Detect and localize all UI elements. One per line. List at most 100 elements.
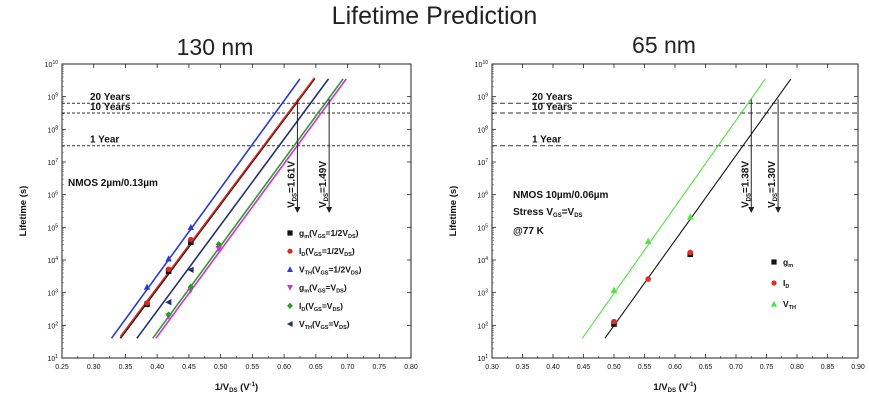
fit-line xyxy=(136,78,330,339)
lifetime-line-label: 10 Years xyxy=(532,102,573,113)
fit-line xyxy=(581,78,766,339)
legend-entry: VTH xyxy=(783,299,796,311)
x-tick-label: 0.40 xyxy=(150,364,164,371)
legend-marker xyxy=(771,259,777,265)
chart-title-130nm: 130 nm xyxy=(176,34,254,60)
legend-entry: gm(VGS=VDS) xyxy=(299,283,347,295)
lifetime-line-label: 20 Years xyxy=(90,92,131,103)
legend-entry: gm(VGS=1/2VDS) xyxy=(299,228,359,240)
x-tick-label: 0.35 xyxy=(516,364,530,371)
x-tick-label: 0.90 xyxy=(851,364,865,371)
y-axis-label: Lifetime (s) xyxy=(18,186,29,237)
legend-marker xyxy=(287,248,293,254)
y-tick-label: 108 xyxy=(477,125,488,134)
voltage-label: VDS=1.61V xyxy=(286,161,298,208)
data-point xyxy=(687,249,694,256)
data-point xyxy=(611,318,617,325)
lifetime-line-label: 10 Years xyxy=(90,102,131,113)
lifetime-line-label: 20 Years xyxy=(532,92,573,103)
data-point xyxy=(143,283,151,290)
y-tick-label: 102 xyxy=(477,321,488,330)
x-tick-label: 0.80 xyxy=(790,364,804,371)
chart-title-65nm: 65 nm xyxy=(632,32,696,58)
x-tick-label: 0.50 xyxy=(607,364,621,371)
x-tick-label: 0.75 xyxy=(760,364,774,371)
y-tick-label: 1010 xyxy=(475,60,489,69)
data-point xyxy=(215,241,222,248)
voltage-label: VDS=1.38V xyxy=(740,161,752,208)
legend-marker xyxy=(287,285,293,291)
data-point xyxy=(187,223,195,231)
y-tick-label: 101 xyxy=(477,354,488,363)
data-point xyxy=(215,246,222,253)
x-tick-label: 0.55 xyxy=(246,364,260,371)
data-point xyxy=(610,286,618,293)
x-tick-label: 0.40 xyxy=(546,364,560,371)
data-point xyxy=(165,299,172,306)
x-tick-label: 0.65 xyxy=(309,364,323,371)
x-axis-label: 1/VDS (V-1) xyxy=(215,382,258,394)
x-tick-label: 0.50 xyxy=(214,364,228,371)
temperature-label: @77 K xyxy=(513,226,545,237)
x-tick-label: 0.35 xyxy=(119,364,133,371)
y-tick-label: 1010 xyxy=(45,60,59,69)
y-tick-label: 109 xyxy=(47,93,58,102)
data-point xyxy=(187,283,194,291)
legend-entry: ID(VGS=VDS) xyxy=(299,301,343,313)
y-tick-label: 103 xyxy=(477,289,488,298)
y-tick-label: 104 xyxy=(47,256,58,265)
x-tick-label: 0.30 xyxy=(87,364,101,371)
x-tick-label: 0.70 xyxy=(729,364,743,371)
data-point xyxy=(187,266,194,274)
fit-line xyxy=(604,78,792,339)
x-tick-label: 0.60 xyxy=(668,364,682,371)
fit-line xyxy=(155,78,347,339)
x-tick-label: 0.45 xyxy=(577,364,591,371)
data-point xyxy=(188,236,194,243)
x-axis-label: 1/VDS (V-1) xyxy=(653,382,696,394)
voltage-arrowhead xyxy=(775,207,782,213)
voltage-arrowhead xyxy=(326,207,333,213)
fit-line xyxy=(110,78,301,339)
x-tick-label: 0.65 xyxy=(699,364,713,371)
legend-entry: ID xyxy=(783,278,789,290)
data-point xyxy=(644,237,652,244)
voltage-label: VDS=1.49V xyxy=(318,161,330,208)
y-tick-label: 101 xyxy=(47,354,58,363)
legend-marker xyxy=(287,302,293,309)
device-label: NMOS 2µm/0.13µm xyxy=(68,178,158,189)
data-point xyxy=(165,311,172,319)
data-point xyxy=(165,266,172,273)
x-tick-label: 0.45 xyxy=(182,364,196,371)
x-tick-label: 0.55 xyxy=(638,364,652,371)
x-tick-label: 0.25 xyxy=(55,364,69,371)
legend-marker xyxy=(286,321,293,327)
figure-title: Lifetime Prediction xyxy=(331,2,538,30)
chart-panel-left: 0.25 0.30 0.35 0.40 0.45 0.50 0.55 0.60 0.65 0.70… xyxy=(18,60,418,394)
legend-marker xyxy=(771,280,777,286)
x-tick-label: 0.30 xyxy=(485,364,499,371)
legend-marker xyxy=(287,266,293,272)
x-tick-label: 0.60 xyxy=(277,364,291,371)
voltage-arrowhead xyxy=(748,207,755,213)
x-tick-label: 0.85 xyxy=(821,364,835,371)
fit-line xyxy=(119,77,316,338)
data-point xyxy=(687,213,694,220)
legend-entry: VTH(VGS=VDS) xyxy=(299,319,350,331)
y-tick-label: 105 xyxy=(47,223,58,232)
y-tick-label: 102 xyxy=(47,321,58,330)
y-tick-label: 108 xyxy=(47,125,58,134)
y-tick-label: 105 xyxy=(477,223,488,232)
lifetime-line-label: 1 Year xyxy=(90,135,119,146)
data-point xyxy=(187,287,195,294)
legend-entry: gm xyxy=(783,257,793,269)
data-point xyxy=(165,255,172,262)
y-tick-label: 107 xyxy=(477,158,488,167)
legend-marker xyxy=(287,230,293,236)
device-label: NMOS 10µm/0.06µm xyxy=(513,190,609,201)
legend-entry: ID(VGS=1/2VDS) xyxy=(299,246,355,258)
voltage-arrowhead xyxy=(294,207,301,213)
y-tick-label: 109 xyxy=(477,93,488,102)
y-tick-label: 106 xyxy=(47,191,58,200)
